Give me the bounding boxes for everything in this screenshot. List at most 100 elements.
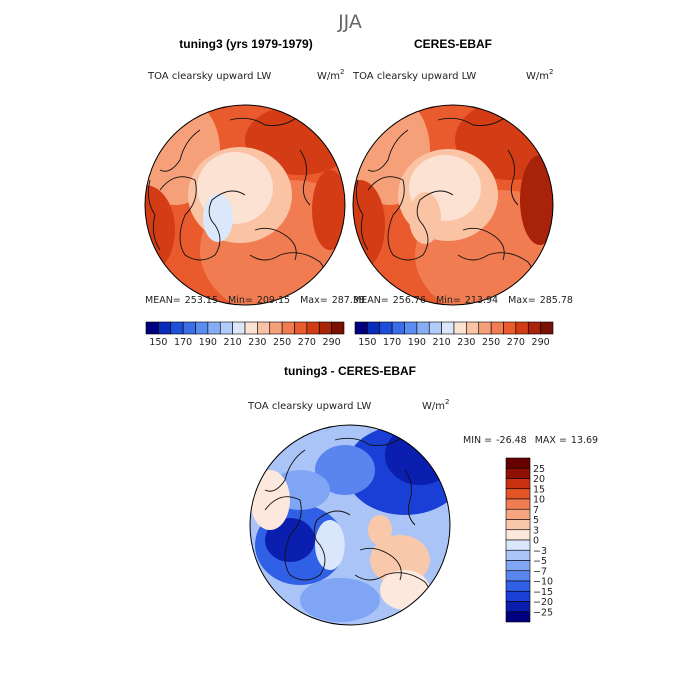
colorbar-model-tick-label: 290 — [323, 337, 341, 348]
colorbar-model-tick-label: 270 — [298, 337, 316, 348]
colorbar-diff-swatch — [505, 611, 531, 623]
colorbar-model: 150 170 190 210 230 250 270 290 — [145, 321, 345, 348]
colorbar-diff-tick-label: −20 — [533, 597, 553, 608]
colorbar-model-swatch — [207, 321, 221, 335]
panel-diff: tuning3 - CERES-EBAF TOA clearsky upward… — [247, 364, 598, 626]
colorbar-diff-swatch — [505, 508, 531, 520]
colorbar-obs-swatch — [428, 321, 442, 335]
colorbar-obs-swatch — [503, 321, 517, 335]
colorbar-diff-swatch — [505, 601, 531, 613]
colorbar-obs-swatch — [367, 321, 381, 335]
colorbar-obs-tick-label: 250 — [482, 337, 500, 348]
panel-obs-title: CERES-EBAF — [414, 37, 492, 51]
colorbar-diff-swatch — [505, 529, 531, 541]
colorbar-obs-swatch — [515, 321, 529, 335]
panel-model-variable: TOA clearsky upward LW — [147, 71, 271, 82]
colorbar-model-tick-label: 170 — [174, 337, 192, 348]
colorbar-obs-swatch — [540, 321, 554, 335]
colorbar-diff-tick-label: 10 — [533, 495, 545, 506]
colorbar-diff-tick-label: −5 — [533, 556, 547, 567]
colorbar-model-swatch — [306, 321, 320, 335]
map-model — [145, 105, 345, 305]
colorbar-diff-tick-label: 25 — [533, 464, 545, 475]
colorbar-diff-tick-label: 20 — [533, 474, 545, 485]
colorbar-obs-tick-label: 190 — [408, 337, 426, 348]
colorbar-obs-swatch — [404, 321, 418, 335]
colorbar-diff-swatch — [505, 580, 531, 592]
colorbar-diff-tick-label: 0 — [533, 536, 539, 547]
colorbar-model-swatch — [331, 321, 345, 335]
colorbar-diff-swatch — [505, 498, 531, 510]
panel-model-stats: MEAN= 253.15 Min= 209.15 Max= 287.38 — [145, 295, 365, 306]
map-diff — [250, 425, 450, 625]
colorbar-obs: 150 170 190 210 230 250 270 290 — [354, 321, 554, 348]
colorbar-model-swatch — [219, 321, 233, 335]
colorbar-model-tick-label: 150 — [149, 337, 167, 348]
colorbar-diff-swatch — [505, 457, 531, 469]
panel-model-units: W/m2 — [317, 68, 344, 82]
colorbar-model-swatch — [158, 321, 172, 335]
colorbar-model-swatch — [257, 321, 271, 335]
colorbar-obs-swatch — [379, 321, 393, 335]
panel-diff-units: W/m2 — [422, 398, 449, 412]
colorbar-diff-tick-label: −25 — [533, 607, 553, 618]
panel-model-title: tuning3 (yrs 1979-1979) — [179, 37, 312, 51]
colorbar-model-tick-label: 190 — [199, 337, 217, 348]
colorbar-model-tick-label: 230 — [248, 337, 266, 348]
colorbar-obs-swatch — [441, 321, 455, 335]
colorbar-model-swatch — [232, 321, 246, 335]
colorbar-diff-swatch — [505, 467, 531, 479]
colorbar-model-swatch — [182, 321, 196, 335]
colorbar-obs-swatch — [354, 321, 368, 335]
colorbar-model-swatch — [145, 321, 159, 335]
panel-diff-stats: MIN = -26.48 MAX = 13.69 — [463, 435, 598, 446]
map-diff-border — [249, 424, 451, 626]
colorbar-diff-tick-label: −10 — [533, 577, 553, 588]
colorbar-obs-tick-label: 230 — [457, 337, 475, 348]
colorbar-diff-tick-label: 5 — [533, 515, 539, 526]
colorbar-obs-swatch — [453, 321, 467, 335]
colorbar-diff-swatch — [505, 570, 531, 582]
colorbar-diff-tick-label: 3 — [533, 525, 539, 536]
colorbar-diff-swatch — [505, 549, 531, 561]
colorbar-model-swatch — [269, 321, 283, 335]
colorbar-diff-tick-label: 15 — [533, 484, 545, 495]
colorbar-model-swatch — [170, 321, 184, 335]
coastlines-obs — [355, 114, 534, 286]
colorbar-obs-swatch — [478, 321, 492, 335]
colorbar-diff-tick-label: −7 — [533, 566, 547, 577]
colorbar-diff-swatch — [505, 478, 531, 490]
colorbar-obs-swatch — [490, 321, 504, 335]
panel-obs: CERES-EBAF TOA clearsky upward LW W/m2 M… — [352, 37, 573, 348]
panel-obs-stats: MEAN= 256.76 Min= 213.94 Max= 285.78 — [353, 295, 573, 306]
colorbar-diff-tick-label: 7 — [533, 505, 539, 516]
panel-obs-variable: TOA clearsky upward LW — [352, 71, 476, 82]
colorbar-diff-swatch — [505, 539, 531, 551]
map-model-border — [144, 104, 346, 306]
colorbar-model-swatch — [281, 321, 295, 335]
map-obs-border — [352, 104, 554, 306]
colorbar-diff-swatch — [505, 519, 531, 531]
colorbar-obs-swatch — [416, 321, 430, 335]
colorbar-model-tick-label: 210 — [224, 337, 242, 348]
colorbar-obs-tick-label: 290 — [532, 337, 550, 348]
panel-diff-title: tuning3 - CERES-EBAF — [284, 364, 416, 378]
panel-obs-units: W/m2 — [526, 68, 553, 82]
colorbar-diff-tick-label: −15 — [533, 587, 553, 598]
panel-diff-variable: TOA clearsky upward LW — [247, 401, 371, 412]
colorbar-obs-tick-label: 210 — [433, 337, 451, 348]
colorbar-obs-tick-label: 270 — [507, 337, 525, 348]
panel-model: tuning3 (yrs 1979-1979) TOA clearsky upw… — [144, 37, 365, 348]
colorbar-model-swatch — [294, 321, 308, 335]
colorbar-obs-tick-label: 170 — [383, 337, 401, 348]
colorbar-obs-tick-label: 150 — [358, 337, 376, 348]
map-obs — [353, 105, 553, 305]
coastlines-model — [147, 114, 326, 286]
colorbar-model-swatch — [244, 321, 258, 335]
colorbar-diff-swatch — [505, 560, 531, 572]
colorbar-model-swatch — [195, 321, 209, 335]
colorbar-model-tick-label: 250 — [273, 337, 291, 348]
colorbar-diff-tick-label: −3 — [533, 546, 547, 557]
